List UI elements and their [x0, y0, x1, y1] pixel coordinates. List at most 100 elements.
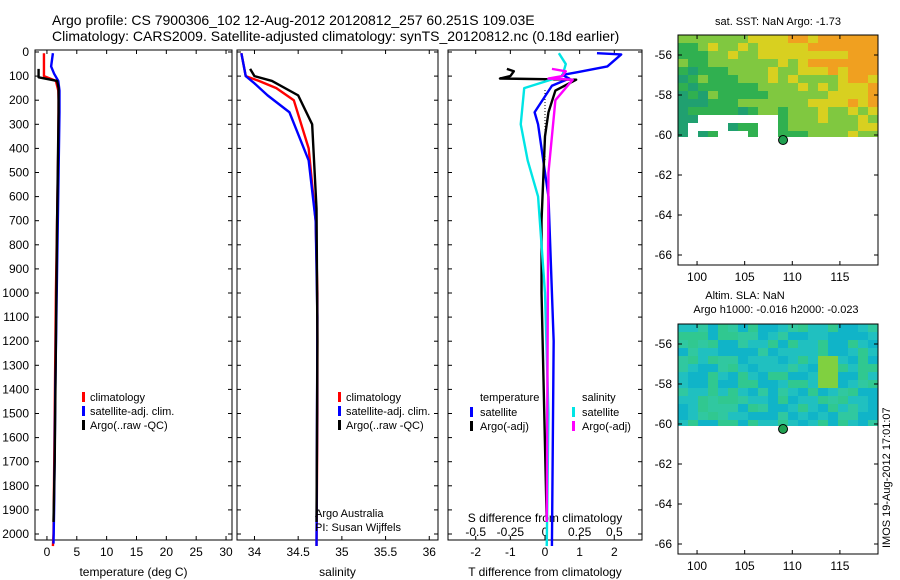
map-cell — [738, 380, 748, 388]
map-cell — [848, 356, 858, 364]
x-axis-label: temperature (deg C) — [79, 565, 187, 579]
map-cell — [698, 91, 708, 99]
map-cell — [718, 115, 728, 123]
map-cell — [808, 420, 818, 426]
map-cell — [838, 107, 848, 115]
map-cell — [828, 396, 838, 404]
map-cell — [808, 83, 818, 91]
map-cell — [808, 332, 818, 340]
map-cell — [828, 67, 838, 75]
map-cell — [678, 324, 688, 332]
map-cell — [738, 99, 748, 107]
x-tick-label: 105 — [735, 559, 755, 573]
map-cell — [848, 404, 858, 412]
annotation: PI: Susan Wijffels — [315, 522, 401, 534]
map-cell — [738, 332, 748, 340]
map-cell — [838, 67, 848, 75]
map-cell — [728, 107, 738, 115]
map-cell — [688, 107, 698, 115]
map-cell — [768, 420, 778, 426]
map-cell — [708, 372, 718, 380]
map-cell — [708, 364, 718, 372]
map-cell — [808, 404, 818, 412]
map-cell — [818, 99, 828, 107]
map-cell — [688, 412, 698, 420]
map-cell — [738, 59, 748, 67]
map-cell — [718, 324, 728, 332]
map-cell — [868, 115, 878, 123]
map-cell — [798, 372, 808, 380]
s-tick-label: 0.25 — [568, 525, 592, 539]
map-cell — [728, 123, 738, 131]
map-cell — [798, 91, 808, 99]
legend-label: satellite — [480, 407, 517, 419]
map-cell — [848, 99, 858, 107]
map-cell — [758, 83, 768, 91]
map-cell — [688, 91, 698, 99]
map-cell — [838, 340, 848, 348]
map-cell — [798, 396, 808, 404]
x-tick-label: 36 — [423, 545, 437, 559]
legend-label: Argo(..raw -QC) — [90, 420, 168, 432]
map-cell — [768, 348, 778, 356]
map-cell — [868, 67, 878, 75]
map-cell — [718, 396, 728, 404]
argo-location-marker — [778, 135, 789, 146]
map-cell — [858, 372, 868, 380]
map-cell — [748, 99, 758, 107]
map-cell — [708, 51, 718, 59]
map-cell — [868, 380, 878, 388]
map-cell — [718, 99, 728, 107]
map-cell — [808, 59, 818, 67]
map-cell — [688, 43, 698, 51]
map-cell — [678, 59, 688, 67]
map-title: sat. SST: NaN Argo: -1.73 — [715, 16, 841, 28]
map-cell — [758, 388, 768, 396]
sst-map: -56 -58 -60 -62 -64 -66 100 105 110 115 sat. SST: … — [655, 16, 879, 284]
legend-label: satellite-adj. clim. — [346, 406, 430, 418]
x-tick-label: 10 — [100, 545, 114, 559]
map-cell — [678, 380, 688, 388]
map-cell — [818, 412, 828, 420]
map-cell — [758, 372, 768, 380]
map-cell — [818, 51, 828, 59]
temperature-panel: 0100200300400500600700800900100011001200… — [2, 45, 233, 579]
map-cell — [698, 356, 708, 364]
map-cell — [808, 324, 818, 332]
map-cell — [798, 332, 808, 340]
map-cell — [808, 91, 818, 99]
map-cell — [768, 340, 778, 348]
map-cell — [818, 91, 828, 99]
map-cell — [848, 396, 858, 404]
map-cell — [778, 131, 788, 137]
map-cell — [828, 83, 838, 91]
map-cell — [828, 404, 838, 412]
map-cell — [738, 43, 748, 51]
map-cell — [678, 83, 688, 91]
series-line-argo — [37, 68, 60, 522]
map-cell — [788, 115, 798, 123]
map-cell — [788, 356, 798, 364]
map-cell — [748, 324, 758, 332]
x-tick-label: 115 — [830, 559, 849, 573]
x-tick-label: 110 — [783, 559, 802, 573]
map-cell — [758, 356, 768, 364]
x-tick-label: 30 — [219, 545, 233, 559]
map-cell — [698, 412, 708, 420]
y-tick-label: -62 — [655, 457, 673, 471]
y-tick-label: -58 — [655, 88, 673, 102]
map-cell — [738, 67, 748, 75]
map-cell — [828, 364, 838, 372]
map-cell — [868, 75, 878, 83]
map-cell — [698, 420, 708, 426]
map-cell — [798, 83, 808, 91]
map-cell — [748, 115, 758, 123]
map-cell — [768, 115, 778, 123]
map-cell — [698, 83, 708, 91]
map-cell — [688, 67, 698, 75]
map-cell — [828, 43, 838, 51]
map-cell — [858, 99, 868, 107]
map-cell — [768, 131, 778, 137]
map-cell — [798, 131, 808, 137]
map-cell — [738, 51, 748, 59]
